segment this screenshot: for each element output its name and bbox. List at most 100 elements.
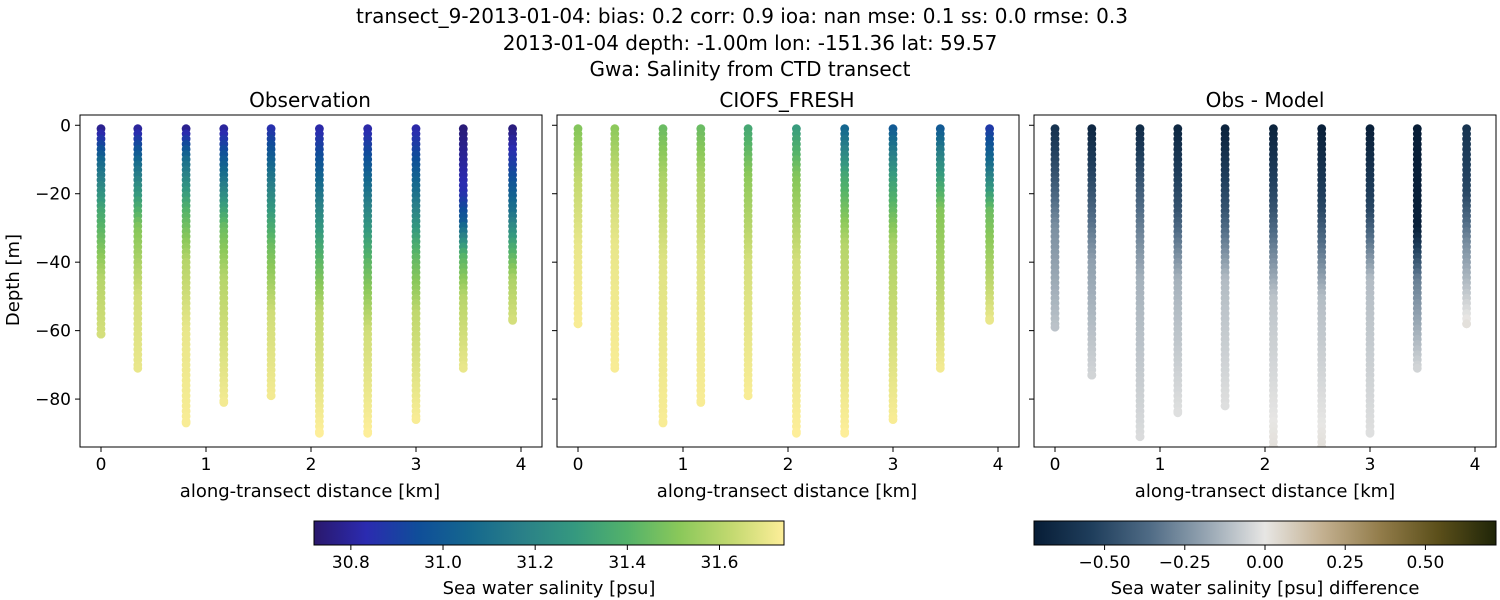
data-point — [1220, 401, 1230, 411]
x-tick-label: 2 — [783, 455, 794, 475]
y-tick-label: −40 — [35, 253, 71, 273]
data-points — [573, 124, 994, 438]
colorbar-gradient — [313, 520, 785, 546]
data-point — [1050, 322, 1060, 332]
observation-x-axis-label: along-transect distance [km] — [180, 481, 440, 502]
cast-9 — [1462, 124, 1471, 329]
salinity-colorbar-label: Sea water salinity [psu] — [443, 578, 656, 599]
x-tick-label: 3 — [888, 455, 899, 475]
cast-6 — [1317, 124, 1327, 447]
cast-2 — [658, 124, 668, 428]
ciofs-fresh-panel: CIOFS_FRESH along-transect distance [km]… — [552, 88, 1020, 502]
colorbar-tick-label: 0.25 — [1326, 553, 1364, 573]
cast-0 — [1050, 124, 1060, 332]
colorbar-tick-label: 31.0 — [424, 553, 462, 573]
cast-3 — [1173, 124, 1183, 418]
data-point — [1173, 408, 1183, 418]
cast-8 — [935, 124, 945, 373]
observation-panel-title: Observation — [249, 88, 371, 112]
ciofs-fresh-x-axis-label: along-transect distance [km] — [657, 481, 917, 502]
x-tick-label: 4 — [516, 455, 527, 475]
cast-2 — [1135, 124, 1145, 442]
figure-title-line-2: 2013-01-04 depth: -1.00m lon: -151.36 la… — [503, 31, 998, 55]
data-point — [508, 316, 517, 325]
cast-3 — [219, 124, 229, 407]
y-tick-label: −20 — [35, 185, 71, 205]
salinity-colorbar: Sea water salinity [psu] 30.8 31.0 31.2 31.… — [313, 520, 785, 599]
cast-5 — [315, 124, 324, 438]
cast-7 — [888, 124, 898, 424]
data-point — [181, 418, 191, 428]
ciofs-fresh-panel-title: CIOFS_FRESH — [719, 88, 854, 112]
cast-0 — [96, 124, 106, 339]
x-tick-label: 0 — [1050, 455, 1061, 475]
data-point — [315, 428, 324, 438]
data-point — [219, 398, 229, 407]
data-point — [743, 391, 753, 401]
cast-9 — [508, 124, 517, 325]
figure-title-line-1: transect_9-2013-01-04: bias: 0.2 corr: 0… — [356, 4, 1128, 28]
x-tick-label: 1 — [1155, 455, 1166, 475]
cast-4 — [266, 124, 276, 401]
data-point — [888, 415, 898, 424]
data-point — [935, 363, 945, 373]
data-points — [96, 124, 517, 438]
colorbar-tick-label: 31.4 — [608, 553, 646, 573]
salinity-difference-colorbar-label: Sea water salinity [psu] difference — [1111, 578, 1420, 599]
data-point — [133, 363, 143, 373]
figure-title-line-3: Gwa: Salinity from CTD transect — [590, 57, 911, 81]
cast-8 — [458, 124, 468, 373]
colorbar-tick-label: 30.8 — [332, 553, 370, 573]
cast-6 — [363, 124, 373, 438]
axes-frame — [1033, 114, 1497, 448]
colorbar-tick-label: 31.2 — [516, 553, 554, 573]
colorbar-tick-label: −0.25 — [1159, 553, 1211, 573]
cast-8 — [1412, 124, 1422, 373]
y-tick-label: 0 — [60, 116, 71, 136]
data-point — [363, 428, 373, 438]
cast-0 — [573, 124, 583, 329]
cast-9 — [985, 124, 994, 325]
cast-5 — [1269, 124, 1278, 447]
x-tick-label: 3 — [411, 455, 422, 475]
data-point — [1365, 428, 1375, 438]
axes-frame — [556, 114, 1020, 448]
colorbar-tick-label: 0.50 — [1406, 553, 1444, 573]
cast-7 — [411, 124, 421, 424]
x-tick-label: 1 — [201, 455, 212, 475]
x-tick-label: 4 — [1470, 455, 1481, 475]
salinity-difference-colorbar: Sea water salinity [psu] difference −0.5… — [1033, 520, 1497, 599]
cast-6 — [840, 124, 850, 438]
data-point — [658, 418, 668, 428]
y-tick-label: −60 — [35, 322, 71, 342]
data-point — [840, 428, 850, 438]
x-tick-label: 2 — [1260, 455, 1271, 475]
data-point — [696, 398, 706, 407]
cast-3 — [696, 124, 706, 407]
cast-4 — [743, 124, 753, 401]
data-point — [411, 415, 421, 424]
cast-1 — [610, 124, 620, 373]
data-point — [1135, 432, 1145, 442]
data-point — [1412, 363, 1422, 373]
obs-minus-model-panel-title: Obs - Model — [1206, 88, 1325, 112]
data-point — [1087, 370, 1097, 380]
data-point — [610, 363, 620, 373]
obs-minus-model-panel: Obs - Model along-transect distance [km]… — [1029, 88, 1497, 502]
y-axis-label: Depth [m] — [3, 234, 24, 326]
cast-4 — [1220, 124, 1230, 411]
x-tick-label: 0 — [573, 455, 584, 475]
colorbar-tick-label: 0.00 — [1246, 553, 1284, 573]
cast-1 — [133, 124, 143, 373]
cast-1 — [1087, 124, 1097, 380]
obs-minus-model-x-axis-label: along-transect distance [km] — [1135, 481, 1395, 502]
colorbar-gradient — [1033, 520, 1497, 546]
data-point — [1317, 442, 1327, 447]
observation-panel: Observation along-transect distance [km]… — [3, 88, 543, 502]
colorbar-tick-label: 31.6 — [701, 553, 739, 573]
data-point — [96, 329, 106, 339]
data-point — [266, 391, 276, 401]
data-point — [985, 316, 994, 325]
x-tick-label: 0 — [96, 455, 107, 475]
